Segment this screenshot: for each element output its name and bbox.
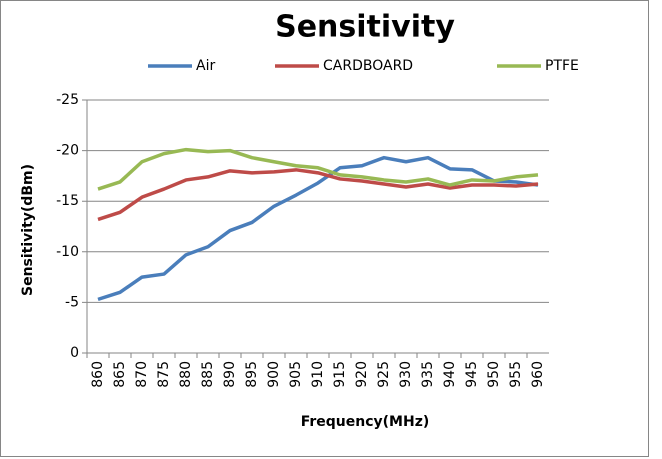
x-tick-label: 875	[156, 361, 172, 388]
x-tick-label: 960	[530, 361, 546, 388]
x-tick-label: 865	[112, 361, 128, 388]
series-line	[97, 147, 539, 191]
x-tick-label: 905	[288, 361, 304, 388]
x-tick-label: 915	[332, 361, 348, 388]
y-tick-label: -25	[56, 92, 79, 108]
x-tick-label: 895	[244, 361, 260, 388]
legend-label: Air	[196, 58, 215, 74]
x-tick-label: 950	[486, 361, 502, 388]
x-tick-label: 900	[266, 361, 282, 388]
x-tick-label: 920	[354, 361, 370, 388]
x-axis-label: Frequency(MHz)	[301, 414, 430, 430]
x-tick-label: 870	[134, 361, 150, 388]
y-tick-label: -10	[56, 244, 79, 260]
y-tick-label: -15	[56, 193, 79, 209]
x-tick-label: 945	[464, 361, 480, 388]
x-tick-label: 860	[90, 361, 106, 388]
x-tick-label: 935	[420, 361, 436, 388]
x-tick-label: 890	[222, 361, 238, 388]
chart-border	[0, 0, 649, 457]
x-tick-label: 880	[178, 361, 194, 388]
legend-label: PTFE	[545, 58, 579, 74]
y-tick-label: -20	[56, 143, 79, 159]
x-tick-label: 925	[376, 361, 392, 388]
x-tick-label: 955	[508, 361, 524, 388]
y-tick-label: -5	[65, 294, 79, 310]
legend-label: CARDBOARD	[323, 58, 413, 74]
x-tick-label: 940	[442, 361, 458, 388]
chart-title: Sensitivity	[275, 10, 455, 45]
x-tick-label: 910	[310, 361, 326, 388]
x-tick-label: 930	[398, 361, 414, 388]
series-line	[97, 155, 539, 302]
series-line	[97, 168, 539, 222]
y-tick-label: 0	[70, 345, 79, 361]
y-axis-label: Sensitivity(dBm)	[20, 164, 36, 296]
x-tick-label: 885	[200, 361, 216, 388]
